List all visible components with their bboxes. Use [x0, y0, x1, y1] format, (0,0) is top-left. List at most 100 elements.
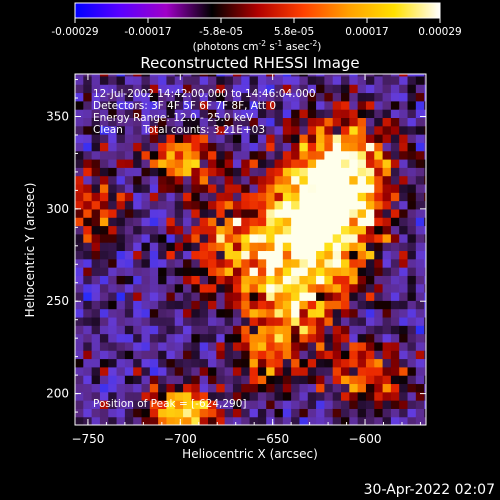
heatmap-cell: [390, 258, 400, 268]
heatmap-cell: [332, 275, 342, 285]
heatmap-cell: [149, 183, 159, 193]
heatmap-cell: [224, 192, 234, 202]
heatmap-cell: [108, 150, 118, 160]
heatmap-cell: [424, 225, 426, 235]
heatmap-cell: [349, 100, 359, 110]
colorbar-tick-label: 5.8e-05: [274, 26, 314, 38]
heatmap-cell: [349, 117, 359, 127]
heatmap-cell: [141, 383, 151, 393]
heatmap-cell: [332, 383, 342, 393]
heatmap-cell: [91, 233, 101, 243]
heatmap-cell: [399, 100, 409, 110]
heatmap-cell: [183, 208, 192, 218]
heatmap-cell: [357, 208, 367, 218]
heatmap-cell: [224, 217, 234, 227]
heatmap-cell: [282, 100, 292, 110]
heatmap-cell: [424, 175, 426, 185]
heatmap-cell: [332, 217, 342, 227]
heatmap-cell: [274, 183, 284, 193]
heatmap-cell: [199, 267, 209, 276]
heatmap-cell: [282, 258, 292, 268]
heatmap-cell: [199, 391, 209, 401]
heatmap-cell: [291, 109, 301, 119]
heatmap-cell: [174, 192, 184, 202]
heatmap-cell: [191, 283, 201, 293]
heatmap-cell: [382, 308, 392, 318]
heatmap-cell: [116, 225, 126, 235]
heatmap-cell: [382, 92, 392, 102]
heatmap-cell: [208, 391, 217, 401]
heatmap-cell: [249, 250, 259, 260]
heatmap-cell: [341, 200, 350, 210]
heatmap-cell: [382, 375, 392, 385]
heatmap-cell: [141, 109, 151, 119]
heatmap-cell: [83, 233, 93, 243]
heatmap-cell: [116, 242, 126, 252]
heatmap-cell: [316, 275, 325, 285]
heatmap-cell: [424, 100, 426, 110]
heatmap-cell: [174, 333, 184, 343]
heatmap-cell: [365, 75, 375, 85]
heatmap-cell: [357, 291, 367, 301]
heatmap-cell: [174, 109, 184, 119]
heatmap-cell: [374, 84, 384, 94]
heatmap-cell: [415, 258, 425, 268]
heatmap-cell: [133, 366, 143, 376]
heatmap-cell: [415, 408, 425, 418]
heatmap-cell: [108, 100, 118, 110]
heatmap-cell: [374, 225, 384, 235]
heatmap-cell: [382, 134, 392, 143]
heatmap-cell: [291, 300, 301, 310]
heatmap-cell: [149, 100, 159, 110]
heatmap-cell: [307, 275, 317, 285]
heatmap-cell: [316, 341, 325, 351]
y-tick-label: 300: [46, 202, 69, 216]
heatmap-cell: [183, 375, 192, 385]
heatmap-cell: [141, 400, 151, 409]
heatmap-cell: [282, 267, 292, 276]
heatmap-cell: [399, 291, 409, 301]
heatmap-cell: [108, 267, 118, 276]
heatmap-cell: [224, 84, 234, 94]
heatmap-cell: [208, 92, 217, 102]
heatmap-cell: [299, 242, 309, 252]
heatmap-cell: [399, 416, 409, 425]
heatmap-cell: [191, 100, 201, 110]
heatmap-cell: [91, 134, 101, 143]
heatmap-cell: [357, 250, 367, 260]
heatmap-cell: [141, 142, 151, 152]
heatmap-cell: [390, 192, 400, 202]
heatmap-cell: [390, 383, 400, 393]
heatmap-cell: [183, 383, 192, 393]
heatmap-cell: [332, 84, 342, 94]
heatmap-cell: [141, 350, 151, 360]
heatmap-cell: [99, 92, 109, 102]
heatmap-cell: [307, 117, 317, 127]
heatmap-cell: [133, 258, 143, 268]
heatmap-cell: [208, 183, 217, 193]
heatmap-cell: [232, 242, 242, 252]
heatmap-cell: [415, 158, 425, 168]
heatmap-cell: [133, 183, 143, 193]
heatmap-cell: [232, 283, 242, 293]
heatmap-cell: [424, 183, 426, 193]
heatmap-cell: [116, 192, 126, 202]
heatmap-cell: [424, 258, 426, 268]
heatmap-cell: [382, 350, 392, 360]
heatmap-cell: [324, 217, 334, 227]
heatmap-cell: [274, 333, 284, 343]
heatmap-cell: [133, 142, 143, 152]
heatmap-cell: [141, 100, 151, 110]
heatmap-cell: [133, 92, 143, 102]
heatmap-cell: [108, 333, 118, 343]
heatmap-cell: [307, 375, 317, 385]
heatmap-cell: [208, 291, 217, 301]
heatmap-cell: [374, 300, 384, 310]
heatmap-cell: [357, 350, 367, 360]
heatmap-cell: [382, 408, 392, 418]
heatmap-cell: [208, 75, 217, 85]
heatmap-cell: [249, 233, 259, 243]
heatmap-cell: [183, 341, 192, 351]
heatmap-cell: [174, 391, 184, 401]
colorbar: [74, 2, 441, 19]
